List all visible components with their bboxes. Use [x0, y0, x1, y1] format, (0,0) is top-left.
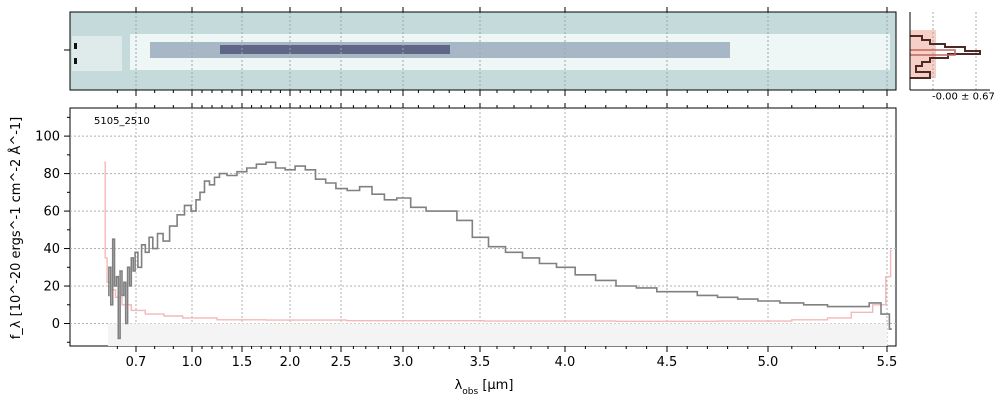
y-tick-label: 0 [52, 317, 60, 332]
x-tick-label: 1.5 [232, 355, 253, 370]
x-tick-label: 2.0 [280, 355, 301, 370]
y-tick-label: 40 [43, 242, 60, 257]
2d-spectrum-bad-pixel [74, 43, 77, 49]
profile-histogram-inset: -0.00 ± 0.67 [909, 12, 995, 102]
2d-spectrum-panel [64, 11, 897, 91]
noise-band [108, 323, 887, 346]
y-tick-label: 20 [43, 280, 60, 295]
2d-spectrum-noisy-edge [72, 36, 122, 71]
1d-spectrum-panel: 0.7 1.0 1.5 2.0 2.5 3.0 3.5 4.0 4.5 5.0 5.5 0 20 40 60… [8, 7, 897, 397]
histogram-model-line [910, 49, 956, 56]
y-tick-label: 60 [43, 205, 60, 220]
object-id-label: 5105_2510 [94, 116, 150, 127]
x-tick-label: 1.0 [182, 355, 203, 370]
y-tick-label: 80 [43, 167, 60, 182]
x-tick-label: 4.0 [555, 355, 576, 370]
y-tick-label: 100 [35, 130, 60, 145]
uncertainty-series-line [104, 161, 892, 322]
x-axis-label-sub: obs [462, 387, 478, 397]
flux-series-line [108, 161, 892, 340]
plot-ticks: 0.7 1.0 1.5 2.0 2.5 3.0 3.5 4.0 4.5 5.0 5.5 0 20 40 60… [35, 7, 897, 370]
x-tick-label: 2.5 [331, 355, 352, 370]
2d-spectrum-frame [69, 11, 897, 91]
2d-spectrum-bad-pixel [74, 58, 77, 64]
x-tick-label: 0.7 [126, 355, 147, 370]
histogram-stat-label: -0.00 ± 0.67 [932, 91, 995, 102]
x-tick-label: 3.0 [393, 355, 414, 370]
2d-spectrum-trace-core [220, 45, 450, 54]
x-tick-label: 4.5 [657, 355, 678, 370]
plot-area [69, 107, 897, 347]
x-tick-label: 5.5 [877, 355, 898, 370]
x-axis-label-main: λ [455, 378, 463, 393]
y-axis-label: f_λ [10^-20 ergs^-1 cm^-2 Å^-1] [8, 117, 24, 340]
x-axis-label-unit: [μm] [478, 378, 513, 393]
histogram-line [910, 35, 981, 79]
x-axis-label: λobs [μm] [455, 378, 514, 397]
x-tick-label: 3.5 [470, 355, 491, 370]
2d-spectrum-grid [135, 12, 888, 90]
plot-series [104, 161, 892, 346]
x-tick-label: 5.0 [758, 355, 779, 370]
